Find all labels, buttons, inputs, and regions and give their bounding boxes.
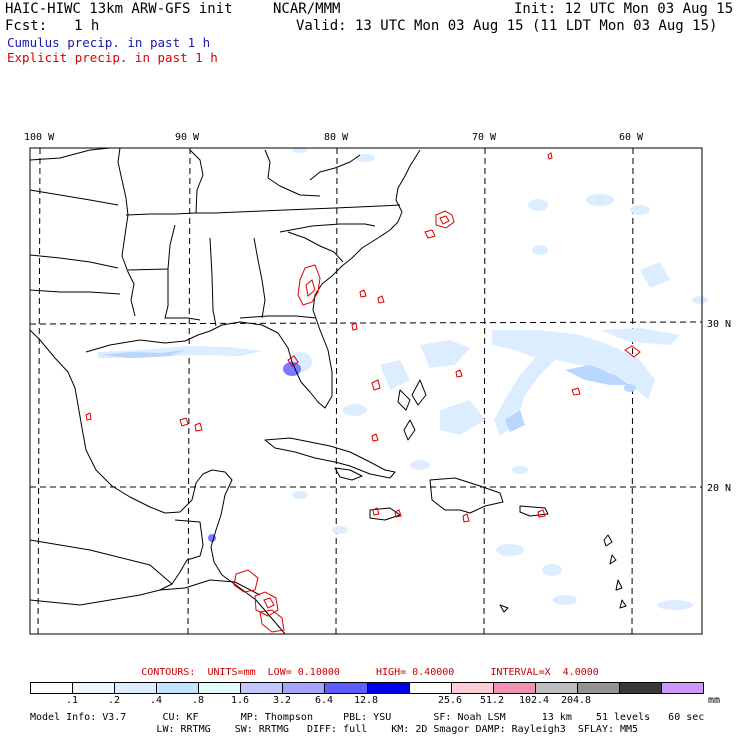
lat-lon-grid [29, 147, 703, 635]
explicit-legend: Explicit precip. in past 1 h [7, 50, 218, 65]
colorbar-swatch [240, 683, 283, 693]
coastlines [29, 149, 627, 635]
colorbar-tick-label: .4 [149, 695, 163, 706]
run-title: HAIC-HIWC 13km ARW-GFS init [5, 1, 233, 17]
map-frame [29, 147, 703, 635]
colorbar-swatch [450, 683, 493, 693]
colorbar-swatch [114, 683, 157, 693]
explicit-precip-contours [85, 152, 641, 633]
colorbar-swatch [198, 683, 241, 693]
lon-label-90w: 90 W [175, 132, 200, 143]
colorbar-unit: mm [708, 695, 721, 706]
forecast-label: Fcst: [5, 18, 48, 34]
colorbar-swatch [31, 683, 73, 693]
colorbar-swatch [534, 683, 577, 693]
colorbar-swatch [366, 683, 409, 693]
colorbar-tick-label: .2 [107, 695, 121, 706]
cumulus-legend: Cumulus precip. in past 1 h [7, 35, 211, 50]
colorbar-swatch [576, 683, 619, 693]
colorbar-swatch [492, 683, 535, 693]
forecast-hour: 1 h [74, 18, 100, 34]
colorbar-labels: .1 .2 .4 .8 1.6 3.2 6.4 12.8 25.6 51.2 102.4 204.8 [30, 695, 702, 707]
political-boundaries [29, 147, 401, 606]
colorbar-tick-label: 12.8 [353, 695, 379, 706]
colorbar-swatch [72, 683, 115, 693]
lon-label-60w: 60 W [619, 132, 644, 143]
colorbar-swatch [324, 683, 367, 693]
init-time: Init: 12 UTC Mon 03 Aug 15 [514, 1, 734, 17]
lon-label-80w: 80 W [324, 132, 349, 143]
model-info-line1: Model Info: V3.7 CU: KF MP: Thompson PBL… [30, 712, 705, 723]
lon-label-100w: 100 W [24, 132, 55, 143]
colorbar-tick-label: 1.6 [230, 695, 250, 706]
contours-info: CONTOURS: UNITS=mm LOW= 0.10000 HIGH= 0.… [141, 667, 599, 678]
colorbar-tick-label: 51.2 [479, 695, 505, 706]
cumulus-precip-light [98, 147, 708, 610]
colorbar-swatch [156, 683, 199, 693]
colorbar-tick-label: 25.6 [437, 695, 463, 706]
cumulus-precip-medium [100, 350, 636, 432]
colorbar-swatch [282, 683, 325, 693]
valid-time: Valid: 13 UTC Mon 03 Aug 15 (11 LDT Mon … [296, 18, 718, 34]
colorbar-swatch [660, 683, 703, 693]
colorbar-swatch [618, 683, 661, 693]
colorbar-tick-label: .8 [191, 695, 205, 706]
colorbar-tick-label: 102.4 [518, 695, 550, 706]
lat-label-30n: 30 N [707, 319, 731, 330]
colorbar-tick-label: 3.2 [272, 695, 292, 706]
lon-label-70w: 70 W [472, 132, 497, 143]
colorbar-swatch [408, 683, 451, 693]
model-info-line2: LW: RRTMG SW: RRTMG DIFF: full KM: 2D Sm… [30, 724, 639, 735]
colorbar-tick-label: .1 [65, 695, 79, 706]
colorbar-tick-label: 6.4 [314, 695, 334, 706]
colorbar-tick-label: 204.8 [560, 695, 592, 706]
colorbar [30, 682, 704, 694]
lat-label-20n: 20 N [707, 483, 731, 494]
organization-label: NCAR/MMM [273, 1, 341, 17]
cumulus-precip-heavy [208, 362, 301, 542]
